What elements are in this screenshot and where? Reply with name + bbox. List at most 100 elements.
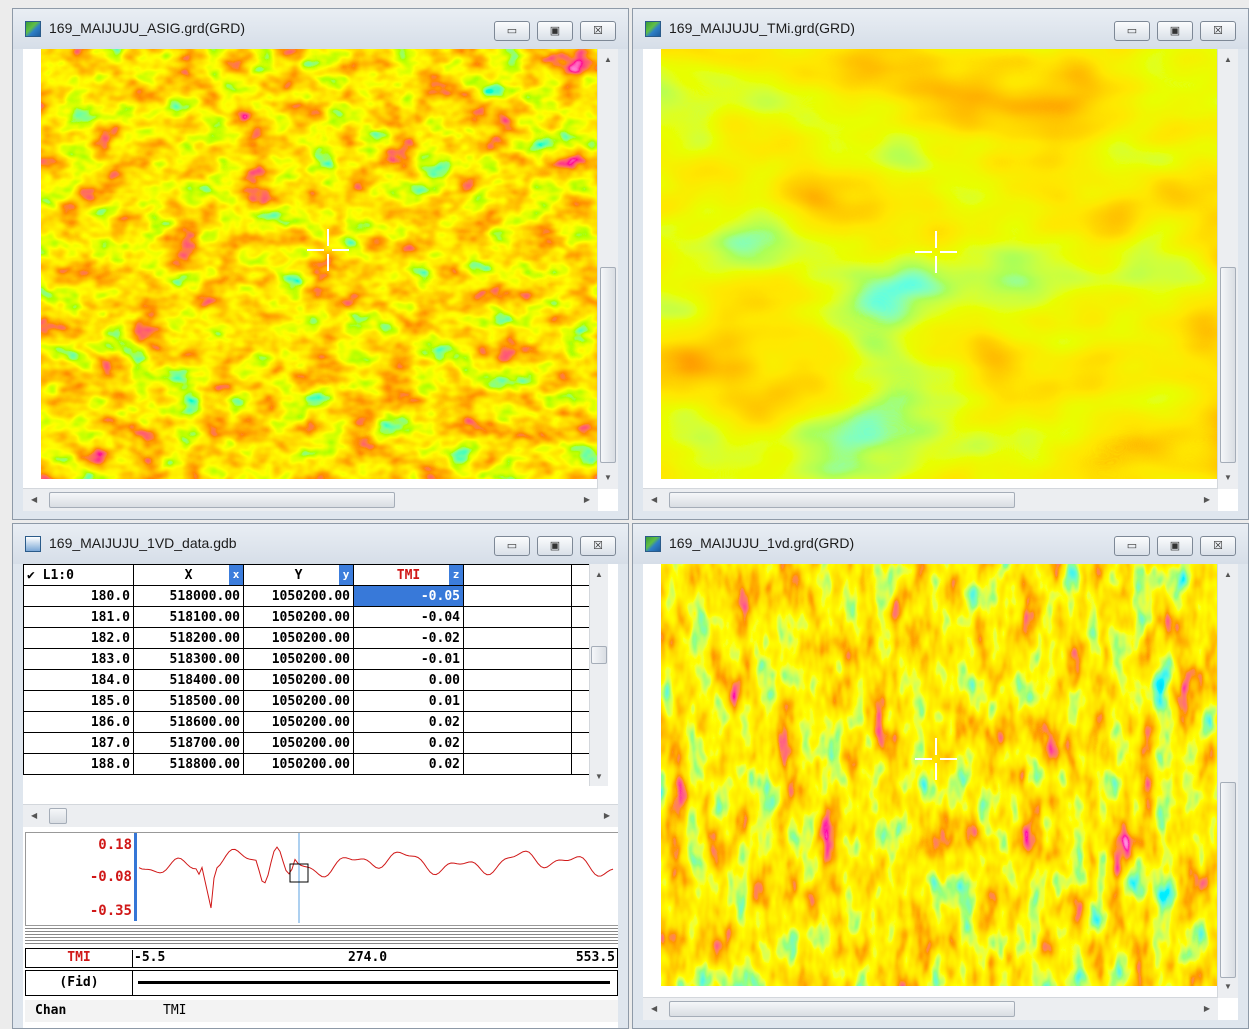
y-cell[interactable]: 1050200.00 [243,711,354,733]
title-bar[interactable]: 169_MAIJUJU_1VD_data.gdb ▭ ▣ ☒ [13,524,628,564]
table-scroll-thumb[interactable] [591,646,607,664]
asig-grid-image[interactable] [23,49,600,491]
profile-panel[interactable]: 0.18 -0.08 -0.35 [25,832,618,926]
scroll-left-icon[interactable]: ◀ [651,495,658,504]
empty-column-header[interactable] [463,564,572,586]
table-horizontal-scrollbar[interactable]: ◀ ▶ [23,804,618,827]
close-button[interactable]: ☒ [580,536,616,556]
restore-button[interactable]: ▣ [1157,536,1193,556]
tmi-cell[interactable]: -0.02 [353,627,464,649]
fid-range-bar[interactable] [138,981,610,984]
table-vertical-scrollbar[interactable]: ▲ ▼ [589,564,608,786]
empty-cell[interactable] [463,648,572,670]
scroll-right-icon[interactable]: ▶ [583,495,590,504]
y-cell[interactable]: 1050200.00 [243,732,354,754]
close-button[interactable]: ☒ [1200,21,1236,41]
tmi-grid-image[interactable] [643,49,1220,491]
y-cell[interactable]: 1050200.00 [243,669,354,691]
table-row[interactable]: 185.0 518500.00 1050200.00 0.01 [23,690,592,712]
tmi-cell[interactable]: -0.05 [353,585,464,607]
tmi-cell[interactable]: 0.02 [353,753,464,775]
horizontal-scroll-thumb[interactable] [49,492,395,508]
tmi-cell[interactable]: 0.00 [353,669,464,691]
fid-cell[interactable]: 184.0 [23,669,134,691]
x-cell[interactable]: 518100.00 [133,606,244,628]
x-cell[interactable]: 518400.00 [133,669,244,691]
vertical-scroll-thumb[interactable] [600,267,616,463]
empty-cell[interactable] [463,711,572,733]
table-row[interactable]: 187.0 518700.00 1050200.00 0.02 [23,732,592,754]
title-bar[interactable]: 169_MAIJUJU_ASIG.grd(GRD) ▭ ▣ ☒ [13,9,628,49]
fid-cell[interactable]: 185.0 [23,690,134,712]
window-asig[interactable]: 169_MAIJUJU_ASIG.grd(GRD) ▭ ▣ ☒ [12,8,629,520]
y-cell[interactable]: 1050200.00 [243,627,354,649]
fid-cell[interactable]: 182.0 [23,627,134,649]
fid-cell[interactable]: 183.0 [23,648,134,670]
scroll-left-icon[interactable]: ◀ [31,811,38,820]
minimize-button[interactable]: ▭ [494,536,530,556]
vertical-scrollbar[interactable]: ▲ ▼ [1217,49,1238,489]
vertical-scrollbar[interactable]: ▲ ▼ [597,49,618,489]
tmi-cell[interactable]: 0.02 [353,732,464,754]
vertical-scrollbar[interactable]: ▲ ▼ [1217,564,1238,998]
minimize-button[interactable]: ▭ [1114,21,1150,41]
scroll-right-icon[interactable]: ▶ [1203,1004,1210,1013]
scroll-right-icon[interactable]: ▶ [1203,495,1210,504]
y-cell[interactable]: 1050200.00 [243,606,354,628]
x-cell[interactable]: 518300.00 [133,648,244,670]
profile-plot[interactable] [137,833,617,923]
restore-button[interactable]: ▣ [537,21,573,41]
table-row[interactable]: 186.0 518600.00 1050200.00 0.02 [23,711,592,733]
table-row[interactable]: 182.0 518200.00 1050200.00 -0.02 [23,627,592,649]
x-cell[interactable]: 518200.00 [133,627,244,649]
map-view[interactable]: ▲ ▼ ◀ ▶ [23,49,618,511]
vertical-scroll-thumb[interactable] [1220,782,1236,978]
scroll-down-icon[interactable]: ▼ [1224,473,1232,482]
scroll-down-icon[interactable]: ▼ [1224,982,1232,991]
tmi-cell[interactable]: -0.01 [353,648,464,670]
title-bar[interactable]: 169_MAIJUJU_1vd.grd(GRD) ▭ ▣ ☒ [633,524,1248,564]
table-row[interactable]: 180.0 518000.00 1050200.00 -0.05 [23,585,592,607]
map-view[interactable]: ▲ ▼ ◀ ▶ [643,564,1238,1020]
x-cell[interactable]: 518800.00 [133,753,244,775]
empty-column-header[interactable] [571,564,592,586]
scroll-down-icon[interactable]: ▼ [595,772,603,781]
minimize-button[interactable]: ▭ [1114,536,1150,556]
close-button[interactable]: ☒ [1200,536,1236,556]
fid-cell[interactable]: 180.0 [23,585,134,607]
tmi-cell[interactable]: 0.01 [353,690,464,712]
title-bar[interactable]: 169_MAIJUJU_TMi.grd(GRD) ▭ ▣ ☒ [633,9,1248,49]
y-cell[interactable]: 1050200.00 [243,753,354,775]
window-1vd[interactable]: 169_MAIJUJU_1vd.grd(GRD) ▭ ▣ ☒ [632,523,1249,1029]
empty-cell[interactable] [463,669,572,691]
line-header[interactable]: ✔ L1:0 [23,564,134,586]
fid-cell[interactable]: 188.0 [23,753,134,775]
empty-cell[interactable] [463,690,572,712]
horizontal-scrollbar[interactable]: ◀ ▶ [643,997,1218,1020]
scroll-right-icon[interactable]: ▶ [603,811,610,820]
horizontal-scrollbar[interactable]: ◀ ▶ [23,488,598,511]
x-cell[interactable]: 518600.00 [133,711,244,733]
scroll-up-icon[interactable]: ▲ [604,55,612,64]
empty-cell[interactable] [463,585,572,607]
empty-cell[interactable] [463,606,572,628]
x-cell[interactable]: 518000.00 [133,585,244,607]
table-row[interactable]: 181.0 518100.00 1050200.00 -0.04 [23,606,592,628]
minimize-button[interactable]: ▭ [494,21,530,41]
scroll-up-icon[interactable]: ▲ [1224,55,1232,64]
fid-cell[interactable]: 181.0 [23,606,134,628]
y-cell[interactable]: 1050200.00 [243,585,354,607]
table-row[interactable]: 188.0 518800.00 1050200.00 0.02 [23,753,592,775]
scroll-up-icon[interactable]: ▲ [595,570,603,579]
map-view[interactable]: ▲ ▼ ◀ ▶ [643,49,1238,511]
empty-cell[interactable] [463,732,572,754]
column-header-tmi[interactable]: TMI z [353,564,464,586]
horizontal-scroll-thumb[interactable] [669,1001,1015,1017]
y-cell[interactable]: 1050200.00 [243,690,354,712]
